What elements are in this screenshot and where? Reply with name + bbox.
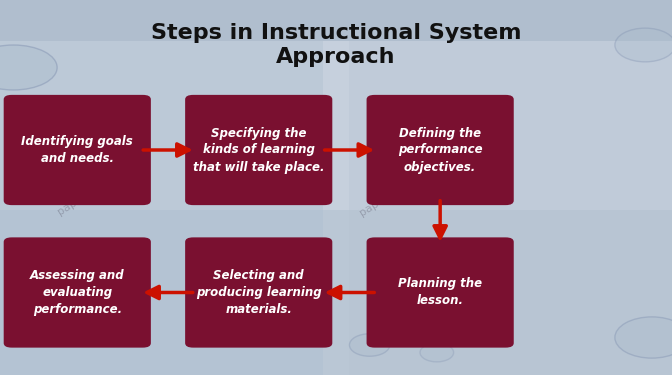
- Ellipse shape: [349, 334, 390, 356]
- Text: Specifying the
kinds of learning
that will take place.: Specifying the kinds of learning that wi…: [193, 126, 325, 174]
- Text: Steps in Instructional System
Approach: Steps in Instructional System Approach: [151, 23, 521, 67]
- FancyBboxPatch shape: [366, 237, 513, 348]
- Text: Identifying goals
and needs.: Identifying goals and needs.: [22, 135, 133, 165]
- Text: Assessing and
evaluating
performance.: Assessing and evaluating performance.: [30, 269, 124, 316]
- FancyBboxPatch shape: [185, 95, 332, 205]
- FancyBboxPatch shape: [366, 95, 513, 205]
- Ellipse shape: [0, 45, 57, 90]
- FancyBboxPatch shape: [4, 95, 151, 205]
- FancyBboxPatch shape: [185, 237, 332, 348]
- Text: paperback.s: paperback.s: [56, 172, 119, 217]
- FancyBboxPatch shape: [323, 210, 672, 375]
- Text: Planning the
lesson.: Planning the lesson.: [398, 278, 482, 308]
- Ellipse shape: [615, 28, 672, 62]
- FancyBboxPatch shape: [0, 41, 349, 210]
- Text: Defining the
performance
objectives.: Defining the performance objectives.: [398, 126, 482, 174]
- FancyBboxPatch shape: [4, 237, 151, 348]
- FancyBboxPatch shape: [323, 41, 672, 210]
- FancyBboxPatch shape: [0, 210, 349, 375]
- Ellipse shape: [420, 343, 454, 362]
- Text: paperback.b: paperback.b: [358, 172, 422, 217]
- Text: Selecting and
producing learning
materials.: Selecting and producing learning materia…: [196, 269, 321, 316]
- Ellipse shape: [615, 317, 672, 358]
